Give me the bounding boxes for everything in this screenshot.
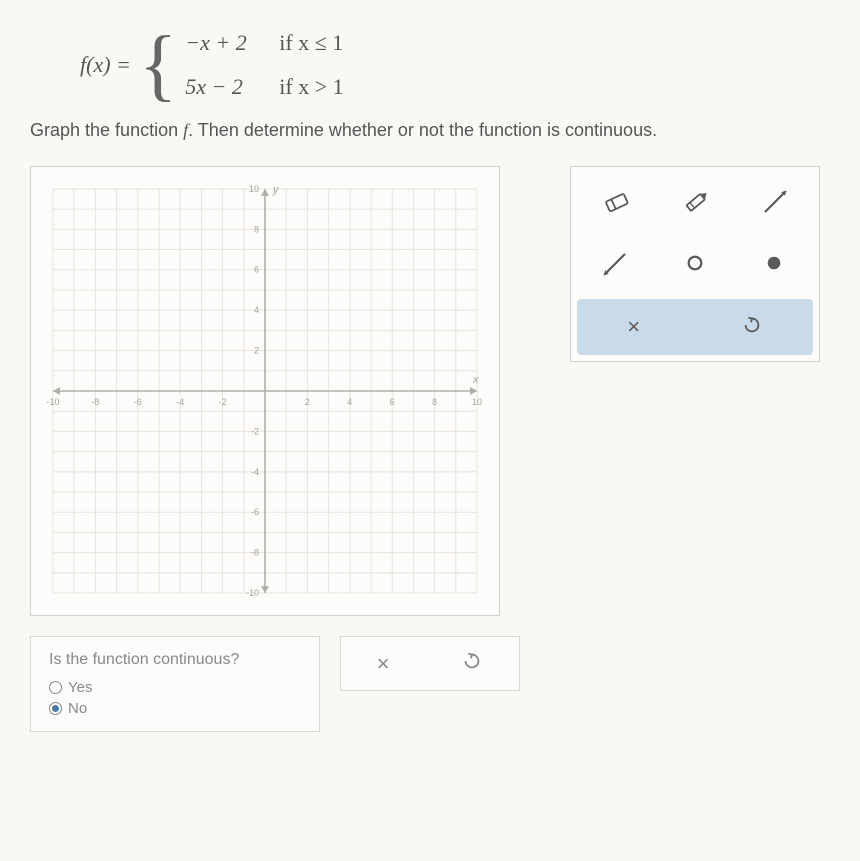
svg-text:y: y: [272, 184, 280, 196]
svg-text:6: 6: [254, 265, 259, 275]
piece2-expr: 5x − 2: [185, 74, 265, 100]
radio-no[interactable]: No: [49, 700, 301, 717]
svg-text:4: 4: [254, 305, 259, 315]
svg-text:-6: -6: [251, 507, 259, 517]
eraser-icon[interactable]: [581, 175, 651, 231]
svg-text:-2: -2: [219, 397, 227, 407]
closed-dot-icon[interactable]: [739, 235, 809, 291]
svg-text:6: 6: [390, 397, 395, 407]
radio-no-label: No: [68, 700, 87, 717]
piecewise-formula: f(x) = { −x + 2 if x ≤ 1 5x − 2 if x > 1: [80, 30, 830, 100]
radio-yes-circle[interactable]: [49, 681, 62, 694]
svg-text:8: 8: [254, 224, 259, 234]
question-text: Is the function continuous?: [49, 651, 301, 669]
radio-yes-label: Yes: [68, 679, 92, 696]
svg-text:-10: -10: [47, 397, 60, 407]
palette-undo-icon[interactable]: [741, 314, 763, 341]
svg-text:-4: -4: [176, 397, 184, 407]
svg-text:2: 2: [254, 346, 259, 356]
svg-text:4: 4: [347, 397, 352, 407]
svg-text:10: 10: [249, 184, 259, 194]
prompt-post: . Then determine whether or not the func…: [188, 120, 657, 140]
svg-text:2: 2: [305, 397, 310, 407]
prompt-pre: Graph the function: [30, 120, 183, 140]
svg-text:-8: -8: [91, 397, 99, 407]
svg-text:-8: -8: [251, 548, 259, 558]
coordinate-grid[interactable]: -10 -10 -8 -8 -6 -6 -4 -4 -2 -2 2 2 4 4 6 6 8 8 10 10 x y: [41, 177, 489, 605]
prompt-text: Graph the function f. Then determine whe…: [30, 120, 830, 141]
formula-lhs: f(x) =: [80, 52, 131, 78]
palette-close-icon[interactable]: ×: [627, 314, 640, 340]
piece1-expr: −x + 2: [185, 30, 265, 56]
answer-actions: ×: [340, 636, 520, 691]
pencil-icon[interactable]: [660, 175, 730, 231]
ray-icon[interactable]: [739, 175, 809, 231]
radio-no-circle[interactable]: [49, 702, 62, 715]
close-icon[interactable]: ×: [377, 651, 390, 677]
brace-icon: {: [139, 35, 177, 95]
svg-text:-6: -6: [134, 397, 142, 407]
segment-icon[interactable]: [581, 235, 651, 291]
svg-text:10: 10: [472, 397, 482, 407]
graph-canvas[interactable]: -10 -10 -8 -8 -6 -6 -4 -4 -2 -2 2 2 4 4 6 6 8 8 10 10 x y: [30, 166, 500, 616]
open-dot-icon[interactable]: [660, 235, 730, 291]
svg-text:x: x: [472, 374, 479, 386]
svg-text:8: 8: [432, 397, 437, 407]
radio-yes[interactable]: Yes: [49, 679, 301, 696]
piece2-cond: if x > 1: [279, 74, 343, 100]
continuity-question: Is the function continuous? Yes No: [30, 636, 320, 732]
svg-text:-2: -2: [251, 426, 259, 436]
svg-text:-4: -4: [251, 467, 259, 477]
undo-icon[interactable]: [461, 650, 483, 677]
svg-text:-10: -10: [246, 588, 259, 598]
tool-palette: ×: [570, 166, 820, 362]
palette-actions: ×: [577, 299, 813, 355]
piece1-cond: if x ≤ 1: [279, 30, 343, 56]
